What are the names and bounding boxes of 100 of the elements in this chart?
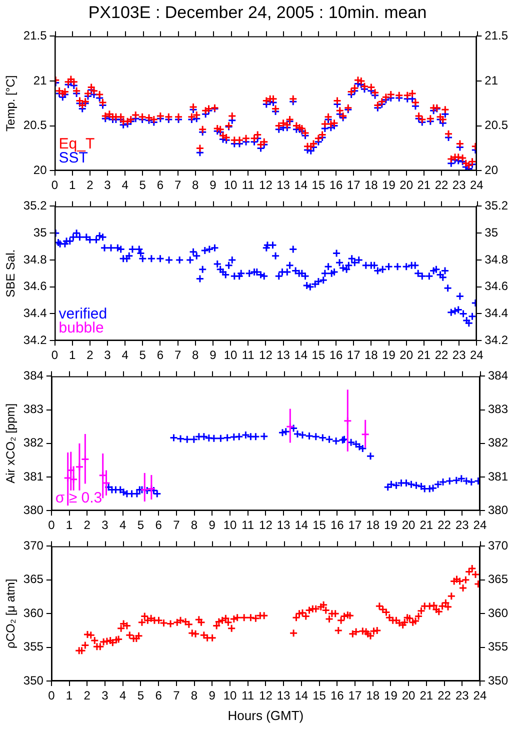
x-tick-label: 23 — [452, 348, 466, 362]
x-tick-label: 8 — [192, 348, 200, 362]
x-tick-label: 4 — [120, 518, 127, 532]
x-tick-label: 4 — [122, 348, 129, 362]
x-tick-label: 6 — [156, 178, 164, 192]
x-tick-label: 13 — [276, 178, 290, 192]
x-tick-label: 16 — [330, 688, 344, 703]
x-tick-label: 10 — [224, 178, 238, 192]
series-label: Eq_T — [58, 136, 95, 153]
y-axis-title: SBE Sal. — [4, 249, 18, 298]
x-tick-label: 6 — [155, 518, 162, 532]
y2-tick-label: 20 — [484, 162, 498, 177]
x-tick-label: 21 — [420, 518, 434, 532]
chart-title: PX103E : December 24, 2005 : 10min. mean — [87, 2, 428, 24]
x-tick-label: 17 — [348, 688, 362, 703]
series-label: σ ≥ 0.3 — [55, 490, 102, 507]
x-tick-label: 13 — [276, 348, 290, 362]
x-tick-label: 18 — [366, 518, 380, 532]
y2-tick-label: 34.2 — [484, 332, 508, 347]
x-tick-label: 12 — [259, 518, 273, 532]
x-tick-label: 3 — [102, 518, 109, 532]
x-tick-label: 19 — [382, 348, 396, 362]
x-tick-label: 1 — [66, 688, 73, 703]
x-tick-label: 17 — [348, 518, 362, 532]
x-tick-label: 14 — [294, 518, 308, 532]
x-tick-label: 24 — [473, 518, 487, 532]
x-tick-label: 10 — [224, 348, 238, 362]
x-tick-label: 22 — [438, 688, 452, 703]
y-axis-title: ρCO₂ [μ atm] — [4, 578, 18, 648]
y-tick-label: 350 — [23, 673, 44, 688]
x-tick-label: 2 — [84, 518, 91, 532]
y-tick-label: 384 — [23, 368, 44, 383]
x-tick-label: 15 — [312, 518, 326, 532]
x-tick-label: 19 — [384, 518, 398, 532]
x-tick-label: 13 — [276, 688, 291, 703]
y-tick-label: 380 — [23, 502, 44, 517]
x-tick-label: 10 — [223, 518, 237, 532]
y2-tick-label: 381 — [488, 469, 508, 484]
y2-tick-label: 350 — [488, 673, 508, 688]
x-tick-label: 9 — [210, 348, 217, 362]
y-tick-label: 34.8 — [23, 252, 48, 266]
x-tick-label: 6 — [156, 348, 164, 362]
x-tick-label: 6 — [155, 688, 162, 703]
y-axis-title: Temp. [°C] — [4, 75, 18, 132]
x-tick-label: 0 — [48, 518, 56, 532]
x-tick-label: 16 — [330, 518, 344, 532]
x-tick-label: 3 — [104, 348, 112, 362]
y2-tick-label: 355 — [488, 640, 508, 654]
x-tick-label: 9 — [210, 178, 217, 192]
x-tick-label: 3 — [104, 178, 112, 192]
y2-tick-label: 370 — [488, 538, 508, 553]
x-tick-label: 21 — [417, 348, 431, 362]
x-tick-label: 19 — [384, 688, 398, 703]
x-tick-label: 5 — [137, 688, 144, 703]
x-tick-label: 20 — [400, 348, 414, 362]
x-tick-label: 24 — [470, 348, 484, 362]
x-tick-label: 4 — [122, 178, 129, 192]
x-tick-label: 24 — [473, 688, 487, 703]
y2-tick-label: 365 — [488, 572, 508, 586]
y-tick-label: 365 — [23, 572, 44, 586]
y2-tick-label: 382 — [488, 436, 508, 450]
x-tick-label: 15 — [312, 688, 326, 703]
x-tick-label: 7 — [173, 688, 180, 703]
y-tick-label: 34.2 — [23, 332, 48, 347]
y-tick-label: 381 — [23, 469, 44, 484]
y-tick-label: 35 — [33, 225, 48, 240]
y2-tick-label: 35.2 — [484, 198, 508, 213]
x-tick-label: 15 — [312, 348, 326, 362]
x-tick-label: 12 — [259, 178, 273, 192]
x-tick-label: 17 — [346, 178, 361, 192]
x-tick-label: 5 — [137, 518, 144, 532]
x-tick-label: 18 — [366, 688, 380, 703]
y-tick-label: 21 — [33, 73, 48, 88]
x-tick-label: 5 — [139, 178, 146, 192]
x-tick-label: 7 — [174, 348, 182, 362]
x-tick-label: 1 — [68, 178, 76, 192]
x-tick-label: 10 — [223, 688, 237, 703]
y-tick-label: 382 — [23, 436, 44, 450]
x-tick-label: 21 — [420, 688, 434, 703]
y2-tick-label: 21.5 — [484, 28, 508, 43]
x-tick-label: 23 — [455, 518, 470, 532]
x-tick-label: 23 — [455, 688, 470, 703]
x-tick-label: 11 — [242, 178, 255, 192]
x-tick-label: 0 — [48, 688, 56, 703]
x-tick-label: 1 — [68, 348, 76, 362]
y2-tick-label: 35 — [484, 225, 498, 240]
y-tick-label: 370 — [23, 538, 44, 553]
y-axis-title: Air xCO₂ [ppm] — [4, 403, 18, 484]
x-tick-label: 12 — [259, 688, 273, 703]
x-tick-label: 18 — [364, 348, 378, 362]
y-tick-label: 360 — [23, 606, 44, 620]
x-tick-label: 14 — [294, 178, 308, 192]
x-tick-label: 5 — [139, 348, 146, 362]
x-tick-label: 24 — [470, 178, 484, 192]
x-tick-label: 22 — [434, 178, 448, 192]
y2-tick-label: 34.6 — [484, 279, 508, 294]
x-tick-label: 20 — [400, 178, 414, 192]
x-tick-label: 18 — [364, 178, 378, 192]
y2-tick-label: 383 — [488, 402, 508, 416]
x-tick-label: 2 — [86, 178, 94, 192]
